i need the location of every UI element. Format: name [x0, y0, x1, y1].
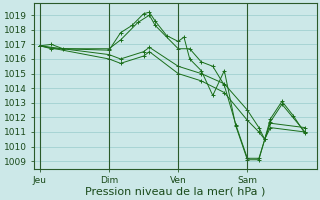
- X-axis label: Pression niveau de la mer( hPa ): Pression niveau de la mer( hPa ): [85, 187, 266, 197]
